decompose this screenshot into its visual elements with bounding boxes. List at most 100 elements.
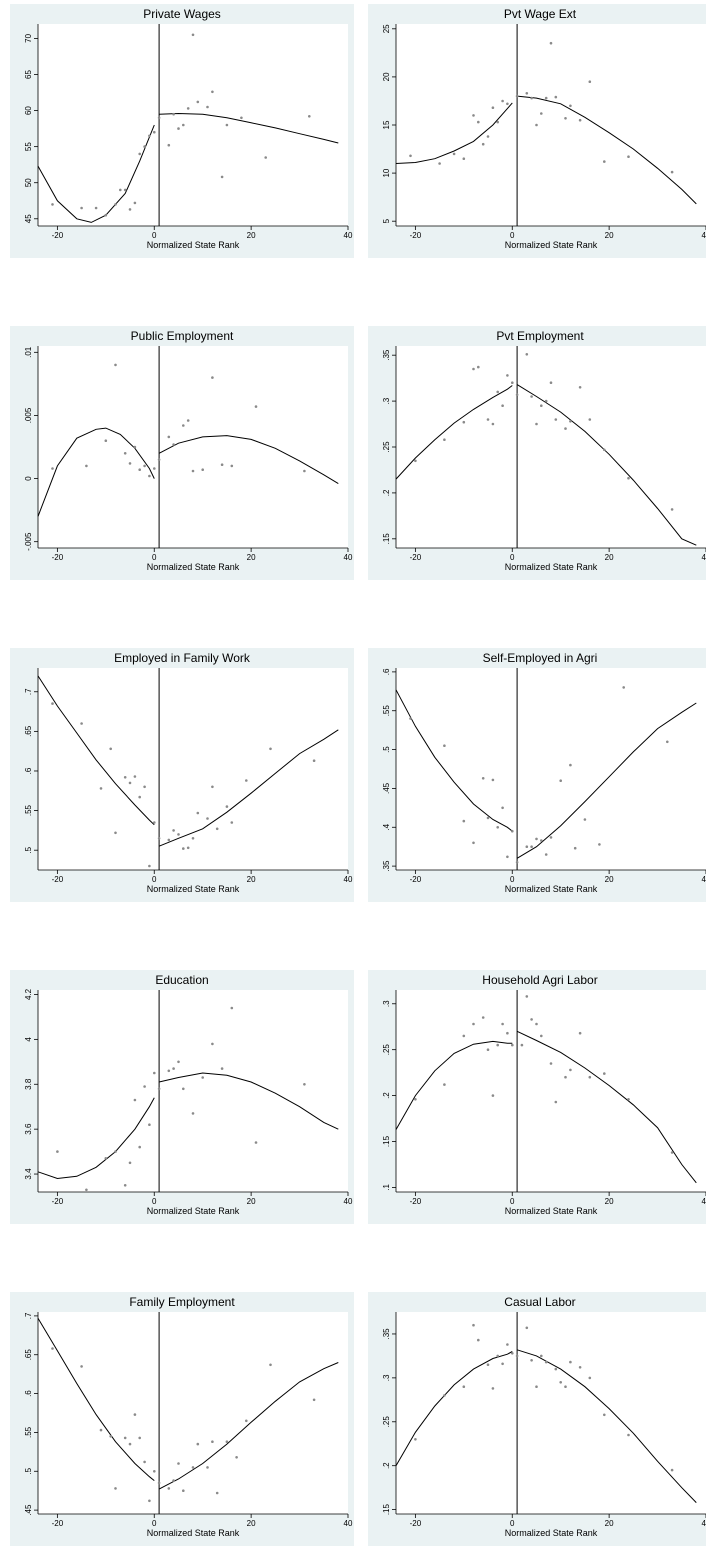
data-point — [220, 463, 224, 466]
data-point — [477, 365, 480, 369]
y-tick-label: .55 — [24, 1426, 33, 1438]
x-tick-label: 20 — [247, 1197, 256, 1206]
data-point — [211, 1042, 214, 1046]
plot-area — [38, 346, 348, 548]
y-tick-label: 3.4 — [24, 1168, 33, 1180]
x-tick-label: 20 — [605, 1519, 614, 1528]
chart-panel: Pvt Employment .15 .2 .25 .3 .35 -20 0 20 40 Norma… — [368, 326, 706, 580]
data-point — [312, 1398, 316, 1402]
data-point — [549, 836, 553, 839]
fit-line-left — [395, 689, 513, 832]
data-point — [506, 1343, 509, 1346]
x-tick-label: -20 — [52, 1197, 64, 1206]
data-point — [496, 826, 499, 829]
data-point — [56, 1150, 59, 1153]
x-axis-label: Normalized State Rank — [505, 884, 598, 894]
x-tick-label: 40 — [344, 875, 353, 884]
x-tick-label: 0 — [152, 1197, 157, 1206]
data-point — [172, 112, 175, 116]
x-tick-label: -20 — [52, 1519, 64, 1528]
data-point — [225, 805, 229, 808]
data-point — [540, 112, 543, 115]
y-tick-label: 60 — [24, 106, 33, 115]
chart-panel: Household Agri Labor .1 .15 .2 .25 .3 -20 0 20 40… — [368, 970, 706, 1224]
data-point — [481, 777, 485, 780]
chart-title: Private Wages — [143, 7, 221, 21]
data-point — [186, 419, 190, 422]
data-point — [303, 469, 306, 473]
data-point — [486, 135, 490, 138]
chart-panel: Employed in Family Work .5 .55 .6 .65 .7 -20 0 2… — [10, 648, 354, 902]
data-point — [409, 717, 412, 720]
y-tick-label: .7 — [24, 1312, 33, 1319]
y-tick-label: .3 — [382, 1374, 391, 1381]
data-point — [196, 100, 200, 104]
data-point — [191, 1112, 195, 1115]
data-point — [481, 1016, 485, 1019]
data-point — [206, 1466, 209, 1469]
x-tick-label: -20 — [52, 231, 64, 240]
data-point — [530, 1359, 533, 1362]
data-point — [211, 376, 214, 379]
y-tick-label: .6 — [24, 767, 33, 774]
data-point — [172, 443, 175, 446]
data-point — [506, 1031, 509, 1035]
x-axis-label: Normalized State Rank — [147, 240, 240, 250]
data-point — [196, 1442, 200, 1446]
data-point — [564, 1075, 567, 1079]
chart-title: Casual Labor — [504, 1295, 575, 1309]
data-point — [452, 152, 456, 156]
data-point — [167, 143, 171, 147]
fit-line-right — [516, 702, 697, 859]
data-point — [51, 467, 54, 470]
data-point — [549, 381, 553, 384]
data-point — [254, 405, 258, 408]
data-point — [80, 1365, 83, 1368]
y-tick-label: .65 — [24, 725, 33, 737]
data-point — [211, 785, 214, 789]
x-axis-label: Normalized State Rank — [147, 1528, 240, 1538]
chart-title: Public Employment — [131, 329, 234, 343]
x-tick-label: 40 — [344, 553, 353, 562]
data-point — [230, 464, 234, 468]
plot-area — [38, 990, 348, 1192]
data-point — [245, 1419, 248, 1423]
data-point — [414, 1438, 417, 1441]
data-point — [148, 864, 151, 868]
data-point — [128, 208, 132, 211]
data-point — [443, 1394, 446, 1397]
data-point — [569, 104, 572, 108]
data-point — [186, 846, 190, 850]
y-tick-label: .25 — [382, 1416, 391, 1428]
data-point — [201, 1076, 204, 1079]
data-point — [511, 381, 514, 384]
x-tick-label: 20 — [605, 553, 614, 562]
data-point — [603, 160, 606, 163]
y-tick-label: 0 — [24, 476, 33, 481]
y-tick-label: .55 — [382, 705, 391, 717]
data-point — [438, 162, 441, 165]
x-tick-label: 20 — [247, 1519, 256, 1528]
data-point — [128, 1161, 132, 1165]
y-tick-label: 4 — [24, 1037, 33, 1042]
data-point — [569, 1068, 572, 1072]
x-tick-label: 20 — [247, 553, 256, 562]
data-point — [51, 203, 54, 206]
data-point — [501, 806, 504, 810]
y-tick-label: .7 — [24, 688, 33, 695]
data-point — [486, 418, 490, 421]
plot-area — [396, 346, 706, 548]
data-point — [128, 781, 132, 785]
data-point — [114, 363, 117, 367]
data-point — [627, 1098, 630, 1101]
fit-line-left — [395, 385, 513, 480]
chart-title: Education — [155, 973, 208, 987]
x-tick-label: 40 — [702, 231, 706, 240]
data-point — [409, 154, 412, 158]
data-point — [85, 464, 88, 468]
data-point — [515, 94, 519, 98]
chart-panel: Education 3.4 3.6 3.8 4 4.2 -20 0 20 40 Normalized… — [10, 970, 354, 1224]
data-point — [491, 106, 495, 109]
data-point — [80, 206, 83, 210]
data-point — [143, 464, 146, 468]
